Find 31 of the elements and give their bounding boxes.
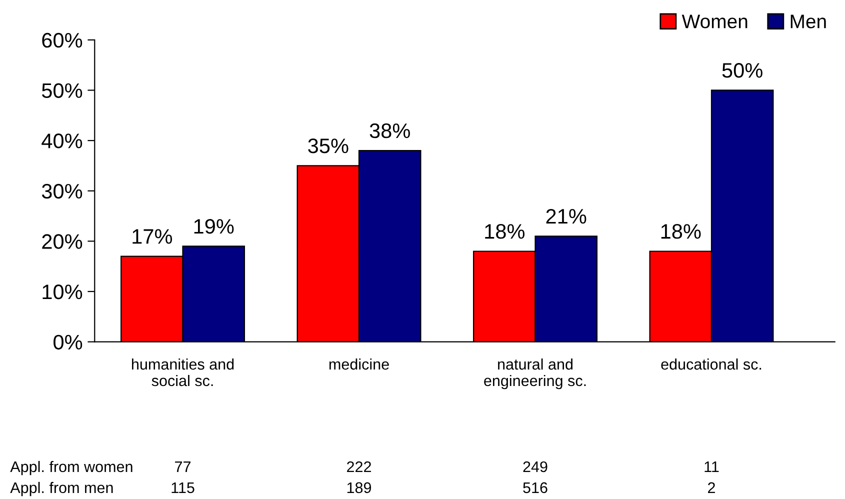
legend-label: Men [790, 14, 826, 28]
x-tick-label: humanities and social sc. [132, 358, 234, 386]
text: 222 [347, 461, 371, 472]
y-tick-label: 10% [42, 284, 82, 300]
y-tick-label: 40% [42, 134, 82, 148]
text: 249 [523, 461, 548, 472]
y-tick-label: 0% [54, 334, 82, 350]
text: Appl. from men [10, 482, 113, 496]
legend-label: Women [682, 14, 748, 28]
y-tick-label: 20% [42, 234, 82, 249]
data-label: 50% [722, 63, 762, 78]
data-label: 18% [485, 224, 525, 239]
text: 189 [347, 482, 372, 494]
text: 115 [172, 482, 194, 494]
y-tick-label: 60% [42, 32, 82, 48]
data-label: 19% [194, 219, 234, 234]
text: 77 [175, 462, 190, 472]
data-label: 21% [546, 208, 586, 224]
text: Appl. from women [10, 460, 132, 476]
text: 11 [704, 462, 719, 472]
data-label: 18% [661, 224, 701, 239]
y-tick-label: 50% [42, 83, 82, 98]
x-tick-label: natural and engineering sc. [484, 358, 586, 390]
text: 2 [708, 482, 715, 493]
data-label: 35% [308, 138, 348, 154]
x-tick-label: medicine [329, 358, 389, 370]
text: 516 [523, 482, 548, 494]
x-tick-label: educational sc. [661, 358, 762, 370]
y-tick-label: 30% [42, 184, 82, 199]
data-label: 38% [370, 123, 410, 138]
data-label: 17% [132, 229, 172, 244]
